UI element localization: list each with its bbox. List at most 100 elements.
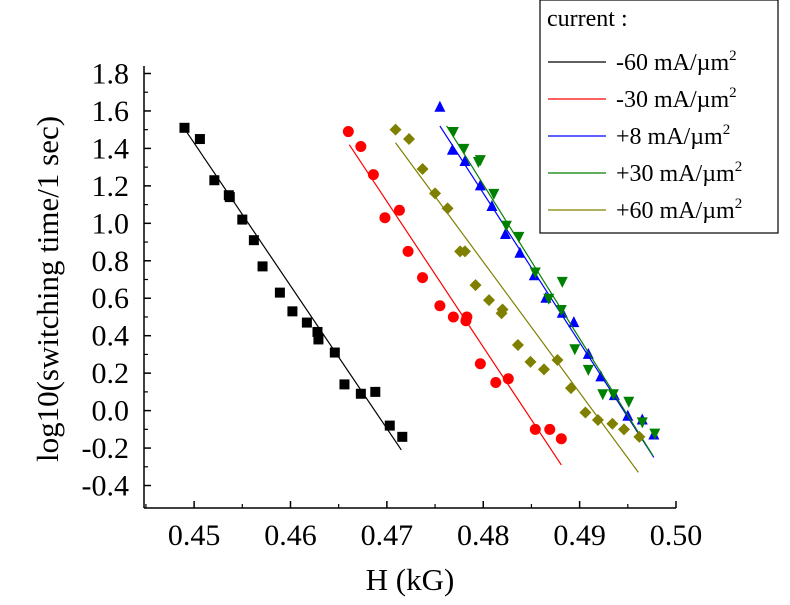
data-point [459, 155, 471, 167]
data-point [355, 388, 366, 399]
data-point [555, 433, 567, 445]
data-point [483, 294, 496, 307]
data-point [582, 364, 594, 376]
y-tick-label: -0.2 [82, 432, 130, 465]
data-point [607, 389, 619, 401]
y-tick-label: 0.2 [92, 357, 130, 390]
data-point [623, 396, 635, 408]
y-tick-label: 0.6 [92, 282, 130, 315]
x-axis: 0.45 0.46 0.47 0.48 0.49 0.50 [144, 501, 702, 552]
data-point [537, 363, 550, 376]
data-point [458, 143, 470, 155]
data-point [458, 245, 471, 258]
series-2 [342, 126, 567, 466]
data-point [474, 155, 486, 167]
data-point [209, 175, 220, 186]
data-point [496, 303, 509, 316]
data-point [551, 354, 564, 367]
data-point [367, 169, 379, 181]
data-point [555, 304, 567, 316]
legend-box [539, 0, 779, 234]
data-point [379, 212, 391, 224]
x-tick-label: 0.45 [168, 519, 221, 552]
data-point [461, 311, 473, 323]
y-axis-title: log10(switching time/1 sec) [30, 116, 65, 462]
data-point [500, 220, 512, 232]
legend-label: +60 mA/µm2 [616, 196, 742, 224]
fit-line [446, 125, 654, 456]
y-tick-label: 1.8 [92, 57, 130, 90]
data-point [488, 188, 500, 200]
data-point [397, 431, 408, 442]
data-point [511, 339, 524, 352]
data-point [355, 141, 367, 153]
data-point [194, 134, 205, 145]
data-point [606, 417, 619, 430]
data-point [313, 334, 324, 345]
data-point [339, 379, 350, 390]
plot-area [179, 100, 661, 473]
data-point [274, 287, 285, 298]
data-point [417, 272, 429, 284]
y-tick-label: 1.4 [92, 132, 130, 165]
data-point [312, 326, 323, 337]
data-point [469, 279, 482, 292]
data-point [384, 420, 395, 431]
legend-label: +30 mA/µm2 [616, 159, 742, 187]
legend: current : -60 mA/µm2 -30 mA/µm2 +8 mA/µm2 +3… [539, 0, 779, 234]
data-point [447, 127, 459, 139]
legend-label: -30 mA/µm2 [616, 85, 737, 113]
data-point [370, 386, 381, 397]
fit-line [439, 125, 655, 458]
data-point [486, 199, 498, 211]
y-tick-label: 0.8 [92, 245, 130, 278]
data-point [248, 235, 259, 246]
data-point [446, 143, 458, 155]
data-point [513, 231, 525, 243]
data-point [649, 428, 661, 440]
data-point [568, 316, 580, 328]
data-point [591, 413, 604, 426]
data-point [429, 187, 442, 200]
fit-line [348, 144, 562, 466]
data-point [529, 267, 541, 279]
legend-label: -60 mA/µm2 [616, 48, 737, 76]
data-point [499, 228, 511, 240]
x-tick-label: 0.50 [650, 519, 703, 552]
data-point [474, 358, 486, 370]
data-point [529, 423, 541, 435]
data-point [474, 179, 486, 191]
data-point [434, 300, 446, 312]
data-point [617, 423, 630, 436]
data-point [402, 245, 414, 257]
x-axis-title: H (kG) [366, 562, 455, 597]
data-point [595, 370, 607, 382]
y-tick-label: 0.0 [92, 395, 130, 428]
data-point [301, 317, 312, 328]
data-point [329, 347, 340, 358]
data-point [633, 430, 646, 443]
data-point [403, 133, 416, 146]
series-4 [446, 125, 661, 456]
x-tick-label: 0.46 [264, 519, 317, 552]
data-point [237, 214, 248, 225]
x-tick-label: 0.49 [553, 519, 606, 552]
series-5 [389, 123, 646, 473]
x-tick-label: 0.48 [457, 519, 510, 552]
legend-title: current : [547, 6, 628, 32]
data-point [416, 163, 429, 176]
data-point [434, 100, 446, 112]
data-point [287, 306, 298, 317]
data-point [579, 406, 592, 419]
y-tick-label: 1.0 [92, 207, 130, 240]
data-point [597, 389, 609, 401]
data-point [342, 126, 354, 138]
data-point [441, 202, 454, 215]
data-point [490, 377, 502, 389]
y-tick-label: 1.6 [92, 95, 130, 128]
data-point [514, 246, 526, 258]
y-tick-label: 1.2 [92, 170, 130, 203]
data-point [569, 344, 581, 356]
y-tick-label: -0.4 [82, 470, 130, 503]
data-point [544, 423, 556, 435]
